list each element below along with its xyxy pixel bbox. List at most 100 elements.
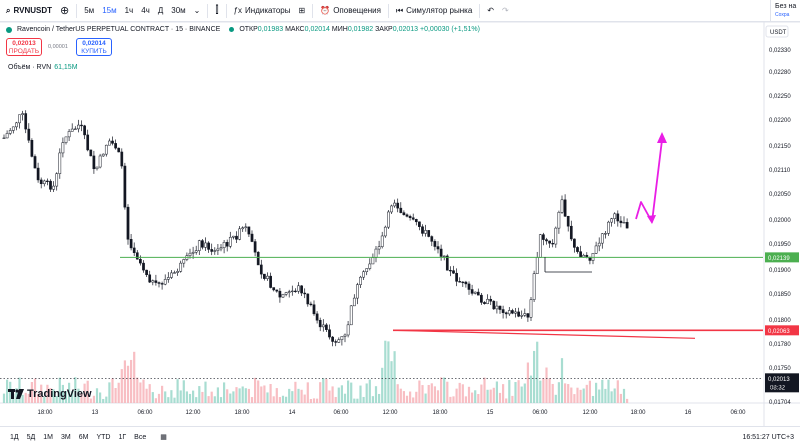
candle-body <box>42 180 46 185</box>
time-tick-label: 06:00 <box>333 410 349 416</box>
candle-body <box>275 289 279 292</box>
candle-body <box>39 179 43 185</box>
range-1d[interactable]: 1Д <box>10 433 19 441</box>
red-trend-line <box>392 329 696 339</box>
range-5d[interactable]: 5Д <box>26 433 36 441</box>
volume-bar <box>582 388 585 403</box>
price-tick-label: 0,02200 <box>769 118 791 124</box>
volume-bar <box>585 384 588 403</box>
volume-bar <box>130 359 133 403</box>
interval-15m[interactable]: 15м <box>102 6 117 15</box>
candle-body <box>191 251 195 254</box>
alerts-button[interactable]: ⏰ Оповещения <box>316 0 385 22</box>
currency-box <box>765 25 789 38</box>
chart-type-button[interactable]: ⫿ <box>211 0 222 22</box>
candle-body <box>61 142 65 154</box>
drawings: 0,02139 0,02063 0,02013 08:32 <box>0 132 799 393</box>
volume-bar <box>89 398 92 403</box>
sell-button[interactable]: 0,02013 ПРОДАТЬ <box>6 38 42 56</box>
candle-body <box>194 250 198 253</box>
candle-body <box>15 122 18 128</box>
price-chart[interactable]: 0,02139 0,02063 0,02013 08:32 USDT 0,02330 0,… <box>0 22 800 447</box>
volume-bar <box>219 397 223 403</box>
open-value: 0,01983 <box>257 26 284 33</box>
volume-bar <box>148 384 151 403</box>
interval-30m[interactable]: 30м <box>171 6 186 15</box>
candle-body <box>483 302 486 304</box>
volume-bar <box>226 389 229 403</box>
volume-bar <box>95 388 99 403</box>
volume-bar <box>254 377 257 403</box>
bottom-toolbar: 1Д 5Д 1М 3М 6М YTD 1Г Все ▦ 16:51:27 UTC… <box>0 426 800 447</box>
symbol-search-button[interactable]: ⌕ RVNUSDT <box>0 0 56 22</box>
volume-label: Объём · RVN <box>8 64 52 71</box>
date-range-button[interactable]: ▦ <box>156 433 171 441</box>
volume-bar <box>77 388 80 403</box>
volume-bar <box>337 387 340 403</box>
templates-button[interactable]: ⊞ <box>295 0 310 22</box>
alarm-icon: ⏰ <box>320 6 331 15</box>
candle-body <box>557 212 561 229</box>
last-price-tag-label: 0,02013 <box>768 377 790 383</box>
buy-label: КУПИТЬ <box>81 48 107 55</box>
volume-bar <box>409 391 412 403</box>
candle-body <box>464 281 468 285</box>
candle-body <box>542 234 545 240</box>
volume-bar <box>455 388 458 403</box>
candle-body <box>266 275 269 279</box>
volume-bar <box>257 380 260 403</box>
add-symbol-button[interactable]: ⊕ <box>56 0 73 22</box>
interval-1d[interactable]: Д <box>157 6 164 15</box>
candle-body <box>604 233 607 235</box>
candle-body <box>52 185 55 190</box>
candle-body <box>535 257 539 274</box>
redo-button[interactable]: ↷ <box>498 0 513 22</box>
range-all[interactable]: Все <box>134 433 147 441</box>
volume-bar <box>244 388 247 403</box>
volume-bar <box>393 351 396 403</box>
volume-bar <box>365 383 368 403</box>
indicators-button[interactable]: ƒx Индикаторы <box>230 0 295 22</box>
candle-body <box>95 166 99 170</box>
volume-bar <box>334 396 337 403</box>
volume-bar <box>297 388 300 403</box>
volume-bar <box>188 393 192 403</box>
interval-5m[interactable]: 5м <box>84 6 95 15</box>
volume-bar <box>545 367 548 403</box>
replay-button[interactable]: ⏮ Симулятор рынка <box>392 0 476 22</box>
volume-bar <box>114 388 117 403</box>
interval-1h[interactable]: 1ч <box>124 6 134 15</box>
volume-bar <box>275 388 278 403</box>
volume-bar <box>235 387 238 403</box>
range-1y[interactable]: 1Г <box>118 433 127 441</box>
candle-body <box>77 124 80 130</box>
save-status: Сохра <box>775 12 790 18</box>
candle-body <box>554 227 558 245</box>
range-1m[interactable]: 1М <box>43 433 54 441</box>
candle-body <box>58 152 62 174</box>
undo-button[interactable]: ↶ <box>483 0 498 22</box>
range-ytd[interactable]: YTD <box>96 433 111 441</box>
volume-bar <box>58 377 61 403</box>
range-3m[interactable]: 3М <box>61 433 71 441</box>
volume-bar <box>195 397 198 403</box>
tradingview-logo[interactable]: TradingView <box>8 388 92 400</box>
candle-body <box>173 272 176 274</box>
candle-body <box>204 242 207 248</box>
volume-bar <box>139 382 142 403</box>
range-6m[interactable]: 6М <box>78 433 89 441</box>
candle-body <box>312 304 316 315</box>
candle-body <box>250 233 254 242</box>
candle-body <box>607 221 610 234</box>
volume-bar <box>440 377 443 403</box>
buy-button[interactable]: 0,02014 КУПИТЬ <box>76 38 112 56</box>
layout-name-button[interactable]: Без на Сохра <box>770 0 800 22</box>
interval-4h[interactable]: 4ч <box>141 6 150 15</box>
candle-body <box>135 252 139 260</box>
candle-body <box>380 235 384 247</box>
candle-body <box>337 339 341 343</box>
volume-bar <box>616 380 619 403</box>
volume-bar <box>610 391 613 403</box>
interval-dropdown[interactable]: ⌄ <box>190 0 205 22</box>
volume-bar <box>461 384 464 403</box>
